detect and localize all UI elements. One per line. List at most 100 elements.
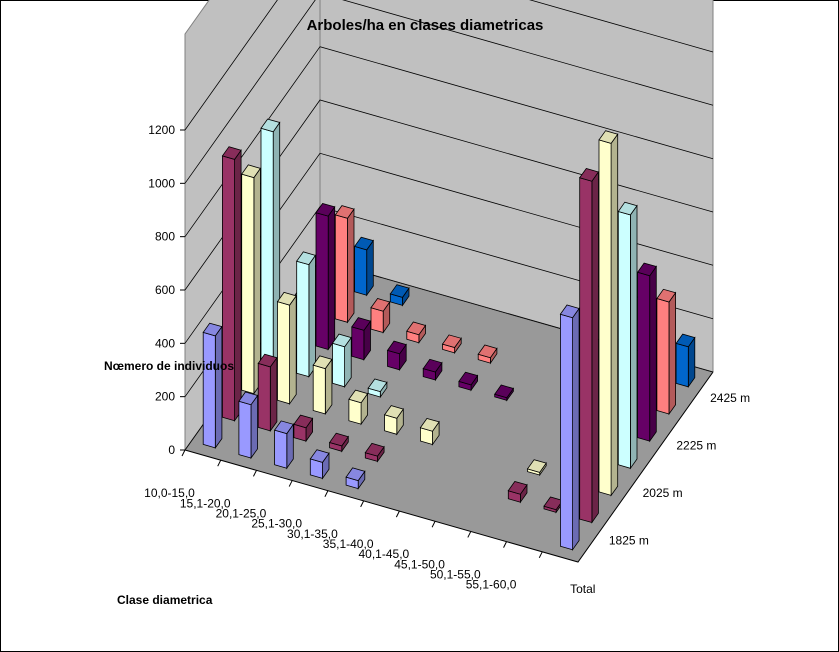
bar-side <box>234 148 242 422</box>
bar <box>221 146 242 422</box>
bar-top <box>494 384 515 399</box>
bar-top <box>331 333 352 348</box>
bar <box>273 420 294 470</box>
bar-top <box>656 288 677 303</box>
bar-top <box>364 442 385 457</box>
bar-top <box>675 333 696 348</box>
bar <box>477 344 498 365</box>
bar <box>494 384 515 402</box>
bar-front <box>348 398 362 425</box>
bar <box>367 378 388 399</box>
bar-top <box>353 236 374 251</box>
bar-side <box>630 204 638 470</box>
y-tick-label: 1200 <box>148 123 175 137</box>
bar-top <box>383 405 404 419</box>
bar <box>579 168 600 524</box>
x-tick-label: 40,1-45,0 <box>359 547 410 561</box>
bar-top <box>406 321 427 336</box>
bar-front <box>351 326 365 361</box>
bar-side <box>347 207 355 324</box>
bar <box>675 333 696 389</box>
bar <box>315 203 336 351</box>
bar-front <box>656 297 670 415</box>
bar <box>406 321 427 344</box>
x-tick-mark <box>288 480 293 487</box>
bar-top <box>579 168 600 182</box>
bar <box>383 405 404 436</box>
bar <box>293 414 314 443</box>
bar-top <box>345 467 366 482</box>
bar-side <box>269 356 278 433</box>
bar-top <box>526 459 547 473</box>
bar-top <box>221 146 242 160</box>
bar <box>370 298 391 334</box>
bar <box>345 467 366 490</box>
bar-front <box>579 177 593 524</box>
x-tick-mark <box>360 500 365 508</box>
x-tick-label: 15,1-20,0 <box>180 496 231 510</box>
bar <box>419 418 440 446</box>
x-tick-mark <box>395 510 400 518</box>
x-tick-mark <box>538 551 543 559</box>
bar-top <box>238 391 259 406</box>
bar-front <box>370 307 384 334</box>
bar <box>636 262 657 443</box>
bar-front <box>617 210 631 469</box>
bar-top <box>328 432 349 447</box>
bar-top <box>367 378 388 393</box>
x-tick-label: 50,1-55,0 <box>430 568 481 582</box>
bar <box>309 449 330 480</box>
bar-top <box>507 481 528 495</box>
bar-top <box>617 201 638 216</box>
bar <box>241 164 262 395</box>
bar <box>296 251 317 378</box>
bar <box>441 334 462 355</box>
bar-front <box>637 271 651 442</box>
x-tick-label: 25,1-30,0 <box>251 517 302 531</box>
bar-front <box>221 155 236 422</box>
y-tick-label: 0 <box>168 443 175 457</box>
y-axis-label: Nœmero de individuos <box>104 359 234 373</box>
bar <box>328 432 349 453</box>
bar-top <box>276 291 297 306</box>
bar <box>559 304 580 551</box>
bar-top <box>273 420 294 435</box>
x-tick-mark <box>181 449 186 457</box>
bar-side <box>572 307 580 551</box>
bar <box>348 389 369 426</box>
bar <box>389 284 410 307</box>
bar <box>202 322 223 450</box>
bar <box>260 118 281 368</box>
bar-side <box>214 325 223 450</box>
bar <box>351 317 372 361</box>
bars <box>202 118 696 551</box>
x-tick-mark <box>324 490 329 497</box>
bar <box>617 201 638 470</box>
x-tick-labels: 10,0-15,015,1-20,020,1-25,025,1-30,030,1… <box>144 449 595 596</box>
bar <box>526 459 547 477</box>
bar <box>331 333 352 389</box>
bar-front <box>260 127 274 367</box>
bar-top <box>351 317 372 331</box>
bar <box>422 358 443 382</box>
bar-front <box>675 342 689 388</box>
y-tick-label: 400 <box>155 336 175 350</box>
bar-front <box>257 362 271 432</box>
bar <box>458 371 479 392</box>
bar-top <box>598 130 619 144</box>
bar <box>334 205 355 324</box>
chart-title: Arboles/ha en clases diametricas <box>307 17 544 34</box>
bar-front <box>241 173 255 395</box>
y-tick-label: 800 <box>155 230 175 244</box>
bar-front <box>354 245 368 296</box>
bar-side <box>591 170 599 524</box>
depth-tick-label: 1825 m <box>609 533 649 547</box>
bar-side <box>668 291 676 416</box>
x-tick-label: 10,0-15,0 <box>144 486 195 500</box>
y-tick-label: 600 <box>155 283 175 297</box>
bar-top <box>348 389 369 404</box>
bar-side <box>253 167 261 395</box>
bar <box>238 391 259 460</box>
bar-top <box>389 284 410 298</box>
y-tick-label: 1000 <box>148 176 175 190</box>
